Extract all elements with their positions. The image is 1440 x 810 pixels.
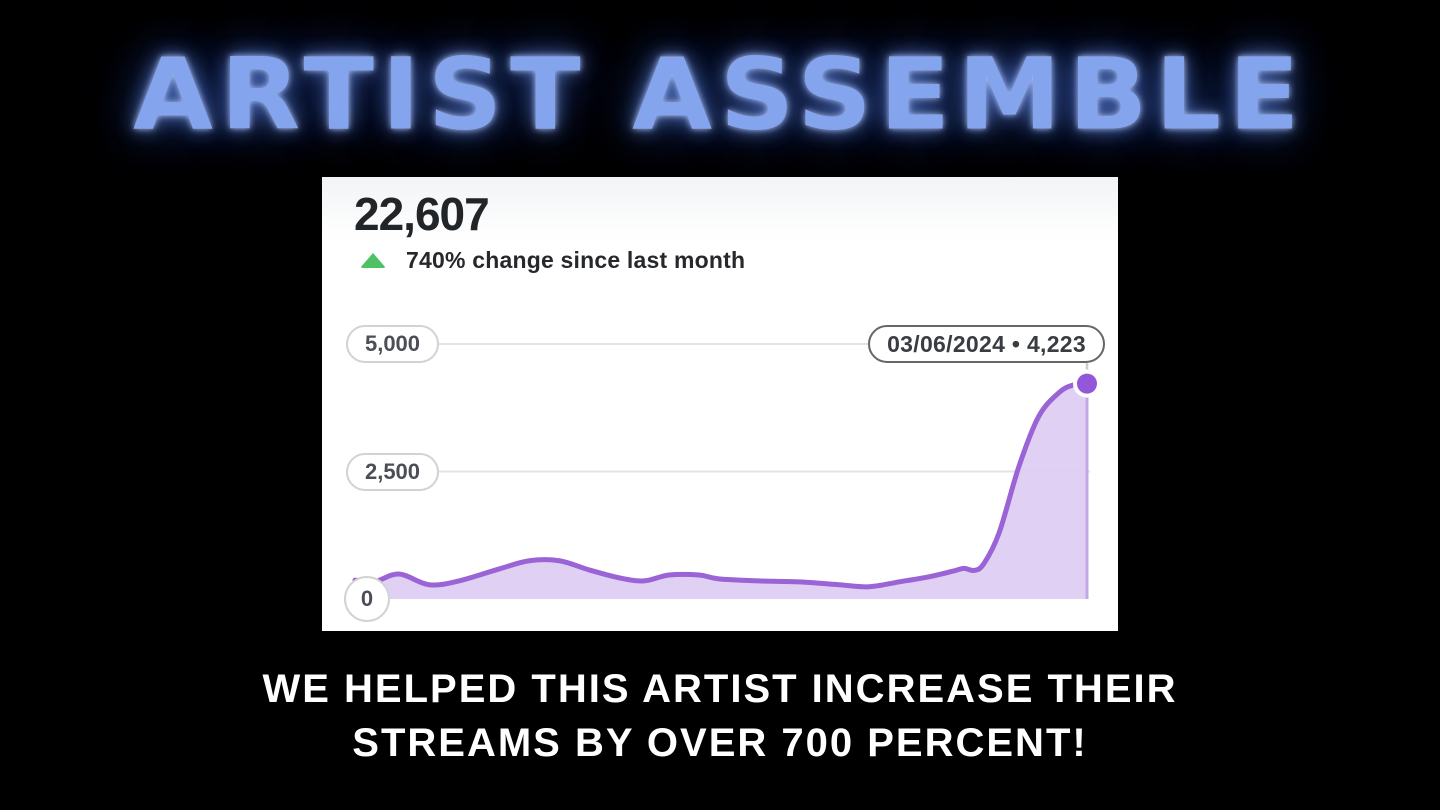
change-indicator: 740% change since last month xyxy=(360,247,745,274)
streams-analytics-card: 22,607 740% change since last month 5,00… xyxy=(322,177,1118,631)
caption-line-1: WE HELPED THIS ARTIST INCREASE THEIR xyxy=(262,667,1178,711)
caption-line-2: STREAMS BY OVER 700 PERCENT! xyxy=(352,721,1088,765)
y-axis-label-0: 0 xyxy=(344,576,390,622)
y-axis-label-2500: 2,500 xyxy=(346,453,439,491)
poster-caption: WE HELPED THIS ARTIST INCREASE THEIR STR… xyxy=(0,662,1440,770)
streams-area-chart xyxy=(350,343,1101,599)
change-text: 740% change since last month xyxy=(406,247,746,273)
total-streams-value: 22,607 xyxy=(354,188,490,240)
y-axis-label-5000: 5,000 xyxy=(346,325,439,363)
chart-tooltip: 03/06/2024 • 4,223 xyxy=(868,325,1105,363)
poster-title: ARTIST ASSEMBLE xyxy=(132,38,1308,153)
up-arrow-icon xyxy=(360,253,386,268)
